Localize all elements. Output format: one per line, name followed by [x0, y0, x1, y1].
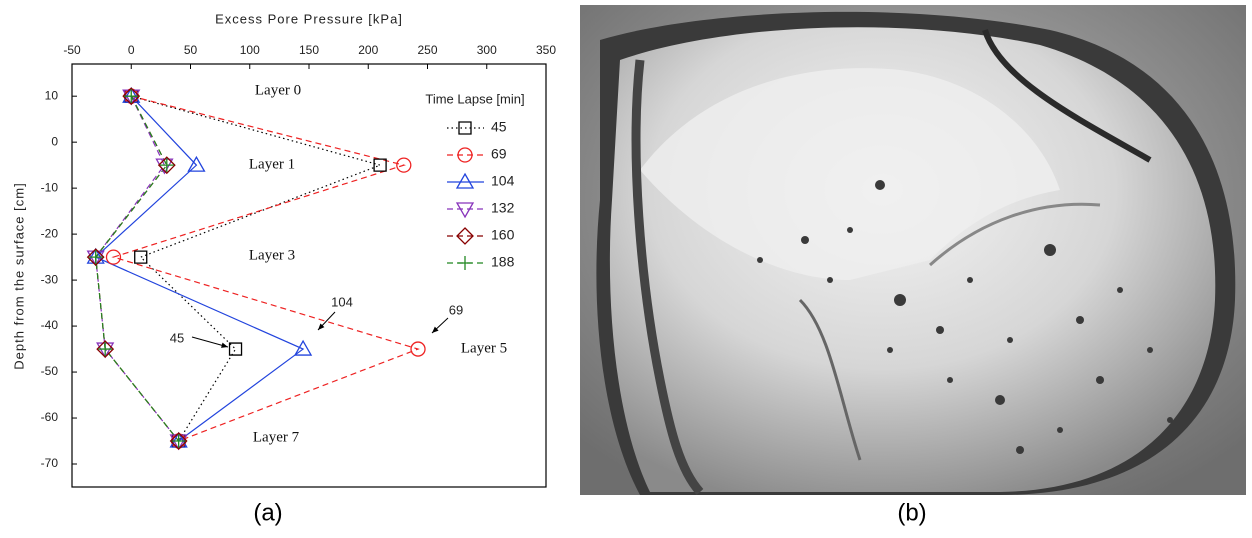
series-line: [96, 96, 179, 441]
x-tick-label: 200: [358, 43, 378, 57]
legend-label: 160: [491, 227, 515, 243]
legend-label: 132: [491, 200, 515, 216]
y-tick-label: 0: [51, 134, 58, 148]
y-tick-label: -60: [41, 410, 59, 424]
x-tick-label: 150: [299, 43, 319, 57]
series-line: [96, 96, 303, 441]
marker: [457, 174, 473, 188]
marker: [374, 159, 386, 171]
y-tick-label: -40: [41, 318, 59, 332]
figure: Excess Pore Pressure [kPa] Depth from th…: [0, 0, 1252, 533]
marker: [458, 256, 472, 270]
annotation: Layer 5: [461, 340, 507, 356]
x-tick-label: 100: [240, 43, 260, 57]
legend-title: Time Lapse [min]: [425, 91, 524, 106]
annotation: Layer 3: [249, 247, 295, 263]
y-tick-label: 10: [45, 88, 59, 102]
photo: (b): [580, 5, 1246, 526]
x-tick-label: 300: [477, 43, 497, 57]
y-tick-label: -70: [41, 456, 59, 470]
x-tick-label: 0: [128, 43, 135, 57]
arrow-head: [221, 343, 228, 348]
y-axis-title: Depth from the surface [cm]: [11, 182, 26, 369]
annotation: Layer 0: [255, 82, 301, 98]
x-tick-label: 350: [536, 43, 556, 57]
x-tick-label: 50: [184, 43, 198, 57]
marker: [457, 203, 473, 217]
legend-label: 45: [491, 119, 507, 135]
legend-label: 104: [491, 173, 515, 189]
y-tick-label: -20: [41, 226, 59, 240]
marker: [135, 251, 147, 263]
annotation: Layer 1: [249, 156, 295, 172]
annotation: 69: [449, 302, 463, 317]
legend-label: 69: [491, 146, 507, 162]
annotation: 104: [331, 294, 353, 309]
y-tick-label: -30: [41, 272, 59, 286]
annotation: Layer 7: [253, 429, 300, 445]
caption: (b): [897, 499, 926, 526]
series-line: [131, 96, 380, 441]
marker: [230, 343, 242, 355]
y-tick-label: -10: [41, 180, 59, 194]
caption: (a): [253, 499, 282, 526]
x-tick-label: -50: [63, 43, 81, 57]
marker: [98, 342, 112, 356]
chart-title: Excess Pore Pressure [kPa]: [215, 11, 403, 26]
legend-label: 188: [491, 254, 515, 270]
y-tick-label: -50: [41, 364, 59, 378]
annotation: 45: [170, 330, 184, 345]
series-line: [113, 96, 418, 441]
x-tick-label: 250: [417, 43, 437, 57]
